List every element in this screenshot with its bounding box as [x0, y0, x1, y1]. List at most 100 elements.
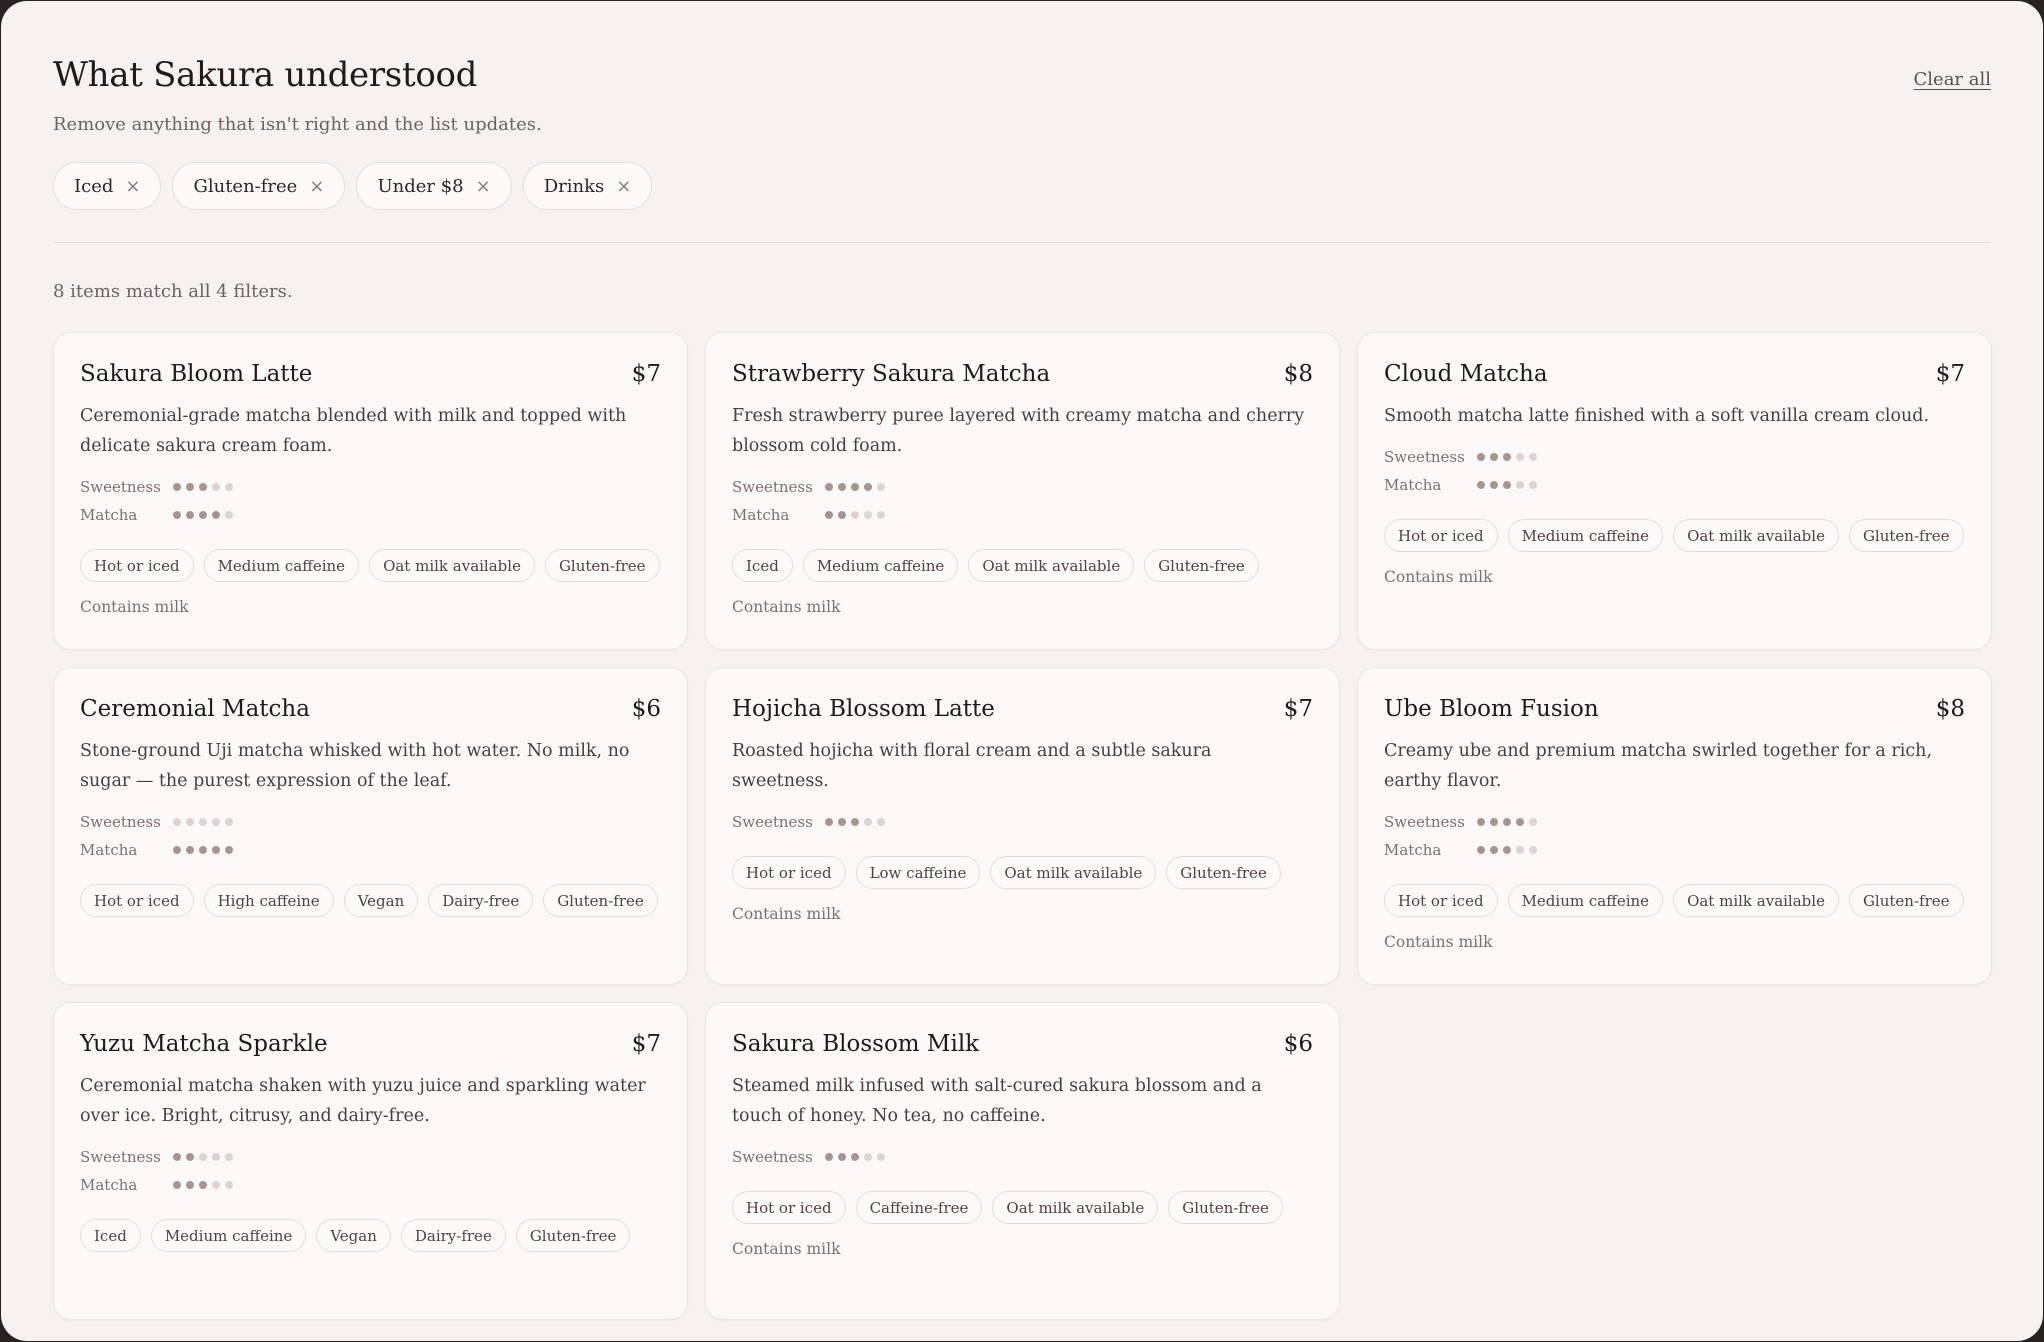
- rating-dot: [1529, 481, 1537, 489]
- item-tag: Hot or iced: [732, 856, 846, 889]
- card-header: Sakura Blossom Milk $6: [732, 1031, 1313, 1057]
- rating-dot: [199, 511, 207, 519]
- rating-dot: [851, 818, 859, 826]
- sweetness-meter: Sweetness: [80, 808, 661, 836]
- item-description: Ceremonial matcha shaken with yuzu juice…: [80, 1076, 646, 1126]
- item-tag-list: Hot or iced Low caffeine Oat milk availabl…: [732, 856, 1313, 889]
- meter-label: Matcha: [80, 1176, 138, 1194]
- close-icon[interactable]: ×: [125, 175, 141, 197]
- sweetness-dots: [173, 818, 233, 826]
- rating-dot: [1477, 846, 1485, 854]
- menu-item-card[interactable]: Ceremonial Matcha $6 Stone-ground Uji matc…: [53, 667, 688, 985]
- rating-dot: [1477, 453, 1485, 461]
- item-price: $6: [1283, 1031, 1313, 1057]
- menu-item-card[interactable]: Ube Bloom Fusion $8 Creamy ube and premium…: [1357, 667, 1992, 985]
- item-price: $7: [1935, 361, 1965, 387]
- rating-dot: [1503, 818, 1511, 826]
- item-tag: High caffeine: [203, 884, 334, 917]
- item-description: Smooth matcha latte finished with a soft…: [1384, 406, 1930, 426]
- item-tag: Vegan: [316, 1219, 391, 1252]
- rating-dot: [864, 483, 872, 491]
- card-header: Ceremonial Matcha $6: [80, 696, 661, 722]
- clear-all-link[interactable]: Clear all: [1913, 69, 1991, 90]
- rating-dot: [212, 483, 220, 491]
- menu-item-card[interactable]: Strawberry Sakura Matcha $8 Fresh strawber…: [705, 332, 1340, 650]
- meter-label: Matcha: [80, 841, 138, 859]
- item-meters: Sweetness: [732, 1143, 1313, 1171]
- rating-dot: [173, 1181, 181, 1189]
- close-icon[interactable]: ×: [616, 175, 632, 197]
- rating-dot: [1529, 846, 1537, 854]
- meter-label: Matcha: [1384, 476, 1442, 494]
- matcha-meter: Matcha: [80, 1171, 661, 1199]
- matcha-dots: [1477, 481, 1537, 489]
- item-description: Fresh strawberry puree layered with crea…: [732, 406, 1305, 456]
- filter-chip[interactable]: Gluten-free ×: [172, 162, 346, 210]
- item-tag: Vegan: [343, 884, 419, 917]
- close-icon[interactable]: ×: [309, 175, 325, 197]
- item-note: Contains milk: [80, 598, 189, 616]
- matcha-dots: [173, 846, 233, 854]
- rating-dot: [1477, 481, 1485, 489]
- item-tag: Hot or iced: [1384, 519, 1498, 552]
- rating-dot: [877, 1153, 885, 1161]
- rating-dot: [864, 1153, 872, 1161]
- item-tag: Hot or iced: [80, 884, 194, 917]
- item-note: Contains milk: [1384, 568, 1493, 586]
- rating-dot: [199, 1153, 207, 1161]
- meter-label: Matcha: [80, 506, 138, 524]
- sweetness-dots: [1477, 818, 1537, 826]
- item-tag-list: Hot or iced Medium caffeine Oat milk avail…: [1384, 519, 1965, 552]
- rating-dot: [212, 846, 220, 854]
- rating-dot: [225, 818, 233, 826]
- item-name: Hojicha Blossom Latte: [732, 696, 995, 722]
- rating-dot: [225, 511, 233, 519]
- rating-dot: [173, 1153, 181, 1161]
- item-name: Ube Bloom Fusion: [1384, 696, 1599, 722]
- menu-item-card[interactable]: Sakura Bloom Latte $7 Ceremonial-grade mat…: [53, 332, 688, 650]
- rating-dot: [1516, 818, 1524, 826]
- rating-dot: [225, 846, 233, 854]
- filter-chip-label: Gluten-free: [193, 175, 298, 197]
- sweetness-meter: Sweetness: [80, 1143, 661, 1171]
- item-tag: Hot or iced: [732, 1191, 846, 1224]
- item-meters: Sweetness Matcha: [80, 473, 661, 529]
- item-tag: Gluten-free: [1848, 884, 1964, 917]
- rating-dot: [212, 1153, 220, 1161]
- menu-item-card[interactable]: Yuzu Matcha Sparkle $7 Ceremonial matcha s…: [53, 1002, 688, 1320]
- rating-dot: [1490, 481, 1498, 489]
- meter-label: Sweetness: [80, 813, 161, 831]
- rating-dot: [186, 846, 194, 854]
- filter-chip-list: Iced × Gluten-free × Under $8 × Drinks ×: [53, 162, 1991, 210]
- rating-dot: [186, 483, 194, 491]
- item-tag: Gluten-free: [515, 1219, 631, 1252]
- rating-dot: [1529, 453, 1537, 461]
- filter-chip[interactable]: Under $8 ×: [356, 162, 512, 210]
- rating-dot: [1490, 846, 1498, 854]
- item-name: Sakura Blossom Milk: [732, 1031, 980, 1057]
- rating-dot: [212, 511, 220, 519]
- item-meters: Sweetness Matcha: [1384, 443, 1965, 499]
- rating-dot: [1503, 846, 1511, 854]
- menu-item-card[interactable]: Cloud Matcha $7 Smooth matcha latte finish…: [1357, 332, 1992, 650]
- sweetness-meter: Sweetness: [732, 808, 1313, 836]
- filter-chip-label: Drinks: [543, 175, 605, 197]
- close-icon[interactable]: ×: [475, 175, 491, 197]
- sweetness-meter: Sweetness: [80, 473, 661, 501]
- item-note: Contains milk: [732, 905, 841, 923]
- item-meters: Sweetness Matcha: [80, 1143, 661, 1199]
- item-tag: Oat milk available: [1673, 884, 1839, 917]
- item-price: $6: [631, 696, 661, 722]
- item-tag: Caffeine-free: [855, 1191, 983, 1224]
- item-name: Strawberry Sakura Matcha: [732, 361, 1051, 387]
- filter-chip[interactable]: Drinks ×: [522, 162, 653, 210]
- filter-chip[interactable]: Iced ×: [53, 162, 162, 210]
- sweetness-dots: [173, 483, 233, 491]
- matcha-meter: Matcha: [732, 501, 1313, 529]
- item-tag: Oat milk available: [968, 549, 1135, 582]
- sweetness-dots: [825, 1153, 885, 1161]
- menu-item-card[interactable]: Sakura Blossom Milk $6 Steamed milk infuse…: [705, 1002, 1340, 1320]
- item-tag: Gluten-free: [1848, 519, 1964, 552]
- rating-dot: [199, 818, 207, 826]
- menu-item-card[interactable]: Hojicha Blossom Latte $7 Roasted hojicha w…: [705, 667, 1340, 985]
